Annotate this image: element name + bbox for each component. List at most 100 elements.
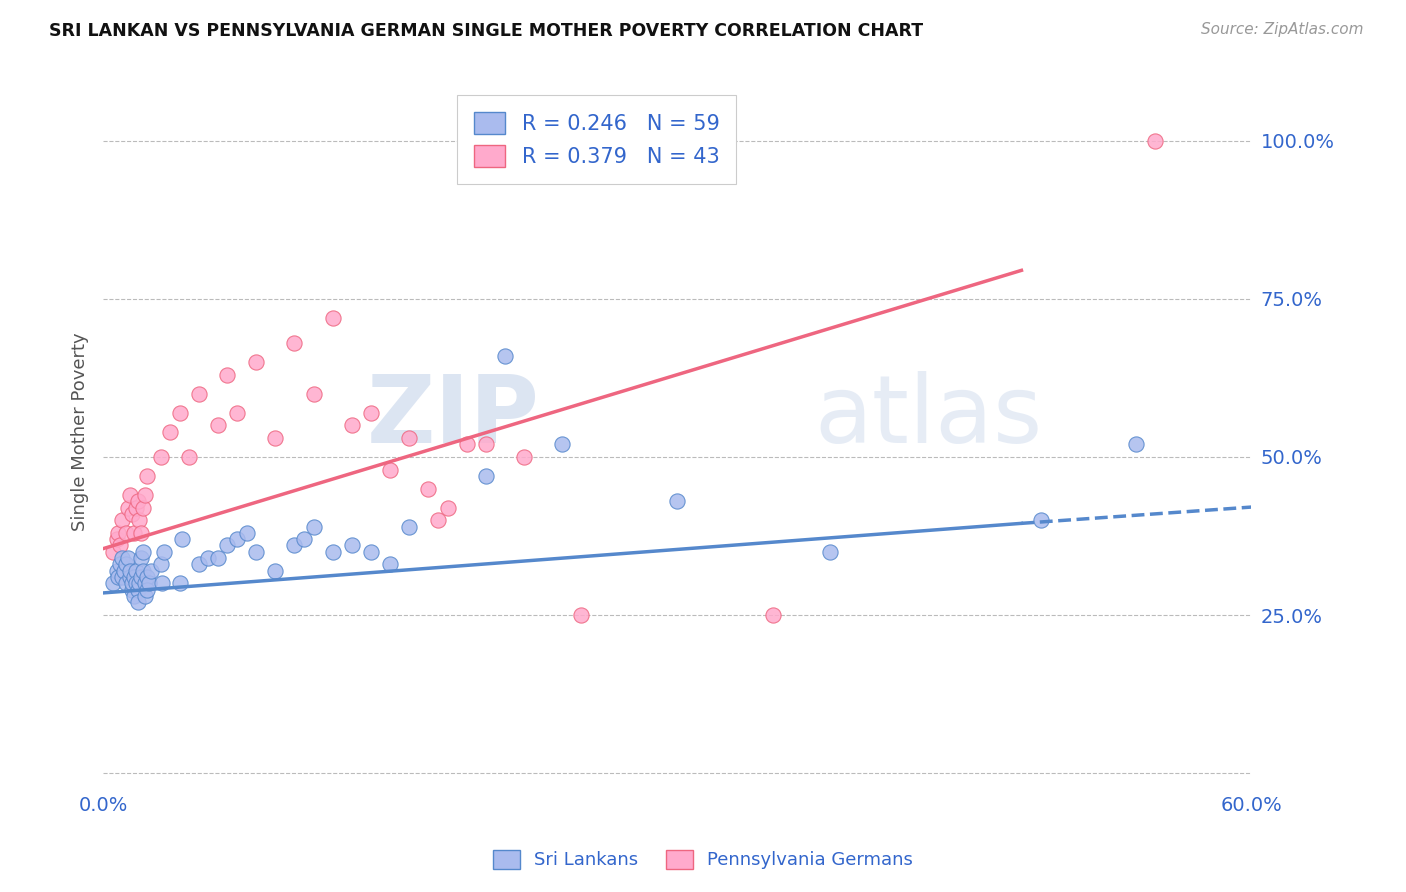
Point [105,564,128,578]
Point [111,513,134,527]
Point [110,558,132,572]
Point [136,570,159,584]
Text: atlas: atlas [815,371,1043,464]
Point [117,500,139,515]
Point [436,500,458,515]
Point [131,570,153,584]
Point [122,570,145,584]
Point [124,500,146,515]
Point [115,558,138,572]
Point [122,525,145,540]
Point [101,576,124,591]
Point [494,349,516,363]
Point [474,437,496,451]
Point [360,406,382,420]
Point [149,558,172,572]
Point [115,576,138,591]
Point [128,576,150,591]
Point [551,437,574,451]
Point [264,431,287,445]
Point [117,551,139,566]
Point [1029,513,1052,527]
Point [134,576,156,591]
Point [152,576,174,591]
Point [127,582,149,597]
Text: SRI LANKAN VS PENNSYLVANIA GERMAN SINGLE MOTHER POVERTY CORRELATION CHART: SRI LANKAN VS PENNSYLVANIA GERMAN SINGLE… [49,22,924,40]
Point [132,500,155,515]
Legend: R = 0.246   N = 59, R = 0.379   N = 43: R = 0.246 N = 59, R = 0.379 N = 43 [457,95,737,184]
Point [187,558,209,572]
Point [418,482,440,496]
Point [666,494,689,508]
Point [132,564,155,578]
Point [217,539,239,553]
Point [107,525,129,540]
Point [398,431,420,445]
Point [378,558,401,572]
Point [283,539,305,553]
Point [111,570,134,584]
Point [340,418,363,433]
Point [264,564,287,578]
Point [226,406,249,420]
Point [124,564,146,578]
Point [302,386,325,401]
Point [226,532,249,546]
Point [378,462,401,476]
Point [197,551,219,566]
Point [101,545,124,559]
Point [245,355,267,369]
Point [128,513,150,527]
Point [1125,437,1147,451]
Point [118,570,141,584]
Point [153,545,176,559]
Point [121,576,143,591]
Point [322,310,344,325]
Point [127,595,149,609]
Point [292,532,315,546]
Point [169,576,191,591]
Point [127,494,149,508]
Point [136,469,159,483]
Point [134,589,156,603]
Point [118,564,141,578]
Legend: Sri Lankans, Pennsylvania Germans: Sri Lankans, Pennsylvania Germans [484,840,922,879]
Point [115,525,138,540]
Point [121,507,143,521]
Y-axis label: Single Mother Poverty: Single Mother Poverty [72,333,89,531]
Point [170,532,193,546]
Point [187,386,209,401]
Point [474,469,496,483]
Point [131,551,153,566]
Point [398,519,420,533]
Point [762,608,785,623]
Point [818,545,841,559]
Text: ZIP: ZIP [367,371,540,464]
Point [139,564,162,578]
Point [322,545,344,559]
Point [159,425,181,439]
Point [118,488,141,502]
Point [111,551,134,566]
Point [105,532,128,546]
Point [302,519,325,533]
Point [513,450,536,464]
Point [245,545,267,559]
Point [283,336,305,351]
Point [110,539,132,553]
Point [235,525,257,540]
Point [340,539,363,553]
Point [149,450,172,464]
Point [571,608,593,623]
Point [132,545,155,559]
Point [217,368,239,382]
Text: Source: ZipAtlas.com: Source: ZipAtlas.com [1201,22,1364,37]
Point [112,564,135,578]
Point [107,570,129,584]
Point [131,525,153,540]
Point [122,589,145,603]
Point [360,545,382,559]
Point [426,513,449,527]
Point [456,437,478,451]
Point [124,576,146,591]
